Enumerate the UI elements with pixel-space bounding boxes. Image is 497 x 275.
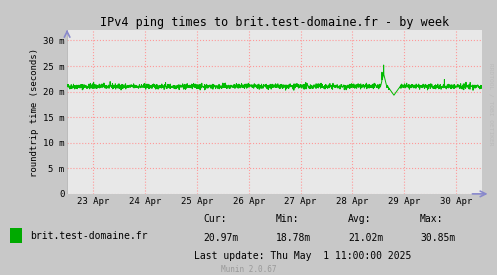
Text: Munin 2.0.67: Munin 2.0.67	[221, 265, 276, 274]
Title: IPv4 ping times to brit.test-domaine.fr - by week: IPv4 ping times to brit.test-domaine.fr …	[100, 16, 449, 29]
Text: Cur:: Cur:	[204, 214, 227, 224]
Text: Min:: Min:	[276, 214, 299, 224]
Text: Avg:: Avg:	[348, 214, 371, 224]
Text: 20.97m: 20.97m	[204, 233, 239, 243]
Text: Last update: Thu May  1 11:00:00 2025: Last update: Thu May 1 11:00:00 2025	[194, 251, 411, 261]
Text: 21.02m: 21.02m	[348, 233, 383, 243]
Text: 18.78m: 18.78m	[276, 233, 311, 243]
Text: Max:: Max:	[420, 214, 443, 224]
Text: brit.test-domaine.fr: brit.test-domaine.fr	[30, 231, 147, 241]
Text: 30.85m: 30.85m	[420, 233, 455, 243]
Text: RRDTOOL / TOBI OETIKER: RRDTOOL / TOBI OETIKER	[489, 63, 494, 146]
Y-axis label: roundtrip time (seconds): roundtrip time (seconds)	[30, 48, 39, 177]
